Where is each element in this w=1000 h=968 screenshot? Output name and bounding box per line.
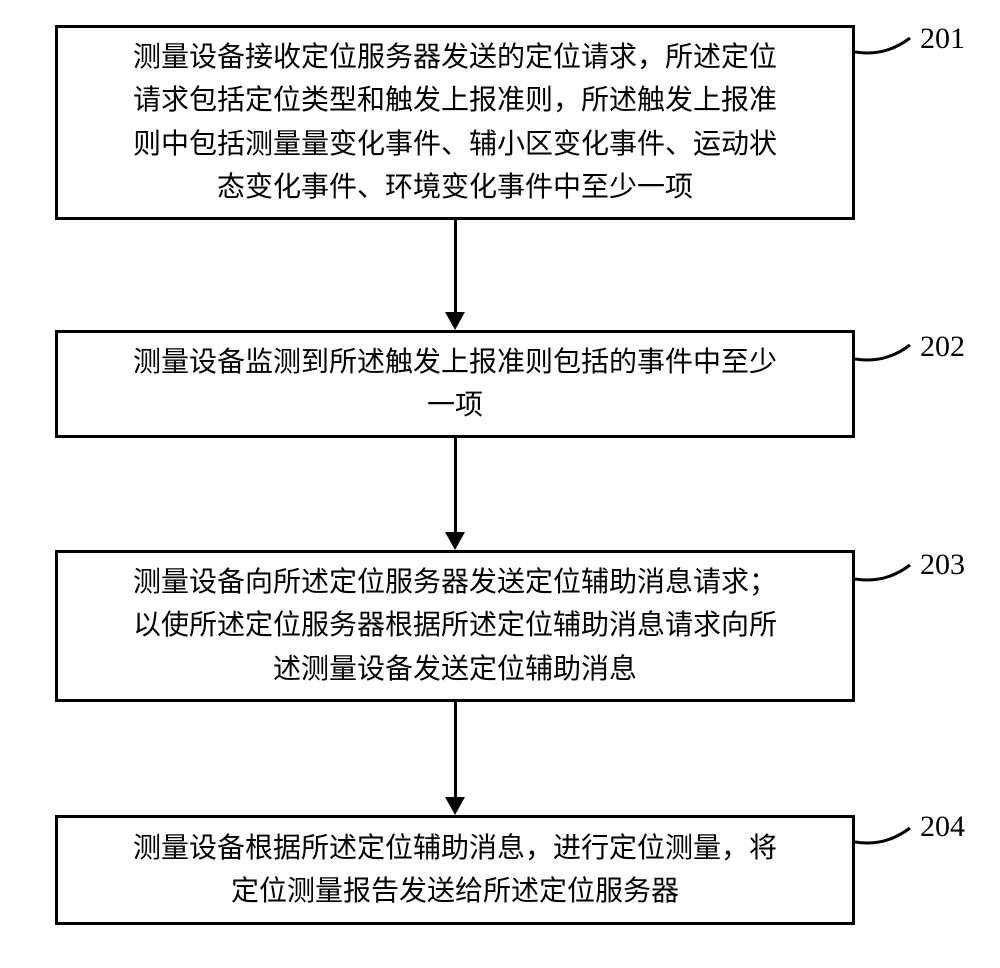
arrow-head-201-202 bbox=[445, 312, 465, 330]
arrow-head-203-204 bbox=[445, 797, 465, 815]
step-label-202: 202 bbox=[920, 330, 965, 364]
step-label-201: 201 bbox=[920, 22, 965, 56]
arrow-201-202 bbox=[454, 220, 457, 312]
flow-step-204-text: 测量设备根据所述定位辅助消息，进行定位测量，将 定位测量报告发送给所述定位服务器 bbox=[133, 827, 777, 914]
flow-step-201: 测量设备接收定位服务器发送的定位请求，所述定位 请求包括定位类型和触发上报准则，… bbox=[55, 25, 855, 220]
arrow-head-202-203 bbox=[445, 532, 465, 550]
flow-step-201-text: 测量设备接收定位服务器发送的定位请求，所述定位 请求包括定位类型和触发上报准则，… bbox=[133, 36, 777, 210]
callout-203 bbox=[855, 552, 925, 592]
step-label-203: 203 bbox=[920, 548, 965, 582]
callout-204 bbox=[855, 815, 925, 855]
flow-step-203: 测量设备向所述定位服务器发送定位辅助消息请求； 以使所述定位服务器根据所述定位辅… bbox=[55, 550, 855, 702]
callout-201 bbox=[855, 25, 925, 65]
flow-step-204: 测量设备根据所述定位辅助消息，进行定位测量，将 定位测量报告发送给所述定位服务器 bbox=[55, 815, 855, 925]
flow-step-203-text: 测量设备向所述定位服务器发送定位辅助消息请求； 以使所述定位服务器根据所述定位辅… bbox=[133, 561, 777, 691]
flow-step-202-text: 测量设备监测到所述触发上报准则包括的事件中至少 一项 bbox=[133, 341, 777, 428]
flow-step-202: 测量设备监测到所述触发上报准则包括的事件中至少 一项 bbox=[55, 330, 855, 438]
step-label-204: 204 bbox=[920, 810, 965, 844]
arrow-203-204 bbox=[454, 702, 457, 797]
arrow-202-203 bbox=[454, 438, 457, 532]
callout-202 bbox=[855, 332, 925, 372]
